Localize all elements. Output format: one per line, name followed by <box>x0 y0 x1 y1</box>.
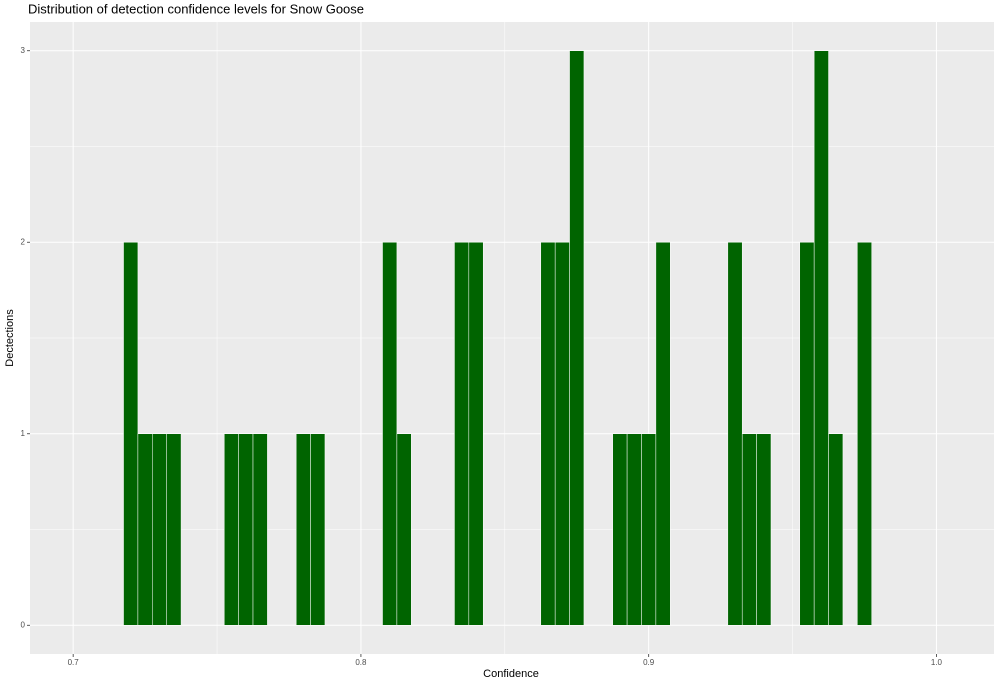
bar <box>166 433 182 626</box>
bar <box>468 241 484 626</box>
bar <box>756 433 772 626</box>
bar <box>238 433 254 626</box>
bar <box>310 433 326 626</box>
bar <box>252 433 268 626</box>
bar <box>655 241 671 626</box>
bar <box>641 433 657 626</box>
x-axis-title: Confidence <box>483 668 539 680</box>
y-tick-label: 3 <box>21 46 26 55</box>
bar <box>727 241 743 626</box>
y-tick-label: 1 <box>21 429 26 438</box>
bar <box>612 433 628 626</box>
bar <box>554 241 570 626</box>
bar <box>382 241 398 626</box>
bar <box>223 433 239 626</box>
bar <box>396 433 412 626</box>
bar <box>137 433 153 626</box>
y-tick-label: 2 <box>21 237 26 246</box>
x-tick-label: 0.7 <box>68 658 80 667</box>
bar <box>857 241 872 626</box>
x-tick-label: 0.8 <box>355 658 367 667</box>
bar <box>569 50 585 626</box>
bar <box>540 241 556 626</box>
x-tick-label: 0.9 <box>643 658 655 667</box>
bar <box>799 241 815 626</box>
y-tick-label: 0 <box>21 620 26 629</box>
bar <box>813 50 829 626</box>
x-tick-label: 1.0 <box>931 658 943 667</box>
bar <box>626 433 642 626</box>
bar <box>295 433 311 626</box>
bar <box>123 241 139 626</box>
bar <box>828 433 844 626</box>
chart-title: Distribution of detection confidence lev… <box>28 1 364 16</box>
y-axis-title: Dectections <box>4 309 16 367</box>
bar <box>152 433 167 626</box>
bar <box>741 433 757 626</box>
bar <box>454 241 470 626</box>
